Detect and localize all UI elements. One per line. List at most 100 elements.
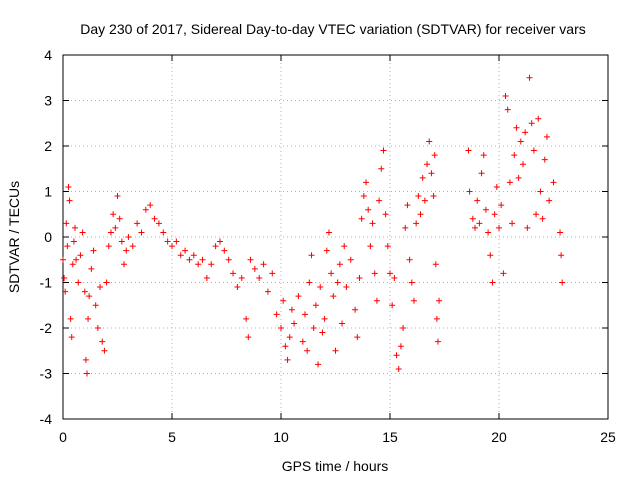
data-point [177, 252, 184, 259]
data-point [129, 243, 136, 250]
y-axis-label: SDTVAR / TECUs [6, 181, 22, 293]
data-point [301, 311, 308, 318]
data-point [415, 193, 422, 200]
data-point [371, 270, 378, 277]
data-point [69, 261, 76, 268]
data-point [155, 220, 162, 227]
data-point [182, 247, 189, 254]
data-point [524, 224, 531, 231]
data-point [247, 256, 254, 263]
x-tick-label: 20 [491, 429, 507, 445]
x-tick-label: 5 [168, 429, 176, 445]
data-point [535, 115, 542, 122]
data-point [404, 202, 411, 209]
data-point [203, 274, 210, 281]
data-point [83, 370, 90, 377]
data-point [273, 311, 280, 318]
data-point [432, 261, 439, 268]
data-point [195, 261, 202, 268]
data-point [112, 224, 119, 231]
data-point [426, 138, 433, 145]
data-point [400, 325, 407, 331]
data-point [498, 202, 505, 209]
data-point [243, 315, 250, 322]
data-series [60, 74, 566, 377]
data-point [434, 338, 441, 345]
data-point [493, 183, 500, 190]
data-point [68, 334, 75, 341]
data-point [332, 347, 339, 354]
data-point [504, 106, 511, 113]
data-point [496, 224, 502, 231]
data-point [151, 215, 158, 222]
y-tick-label: -1 [40, 275, 53, 291]
data-point [99, 338, 106, 345]
data-point [509, 220, 516, 227]
data-point [67, 315, 74, 322]
data-point [517, 138, 524, 145]
data-point [304, 347, 311, 354]
data-point [299, 338, 306, 345]
data-point [533, 211, 540, 218]
data-point [278, 325, 284, 331]
data-point [541, 156, 548, 163]
data-point [306, 279, 313, 286]
data-point [230, 270, 237, 277]
data-point [321, 315, 328, 322]
x-axis-label: GPS time / hours [282, 458, 389, 474]
data-point [238, 274, 245, 281]
x-tick-label: 25 [600, 429, 616, 445]
data-point [66, 197, 73, 204]
data-point [199, 256, 206, 263]
data-point [260, 261, 267, 268]
y-tick-label: 0 [44, 229, 52, 245]
gridlines [62, 54, 609, 420]
data-point [391, 274, 398, 281]
data-point [341, 243, 348, 250]
data-point [138, 229, 145, 236]
data-point [97, 284, 104, 291]
data-point [356, 274, 363, 281]
data-point [82, 356, 89, 363]
data-point [71, 224, 78, 231]
data-point [288, 306, 295, 313]
data-point [251, 265, 258, 272]
data-point [81, 288, 88, 295]
data-point [428, 170, 435, 177]
data-point [105, 243, 112, 250]
data-point [472, 224, 479, 231]
data-point [402, 224, 409, 231]
data-point [212, 243, 219, 250]
tick-labels: 0 5 10 15 20 25 -4 -3 -2 -1 0 1 2 3 4 [40, 47, 616, 445]
data-point [465, 147, 472, 154]
data-point [280, 297, 287, 304]
data-point [101, 347, 108, 354]
data-point [502, 92, 509, 99]
data-point [269, 270, 276, 277]
data-point [539, 215, 546, 222]
data-point [63, 220, 70, 227]
data-point [389, 302, 396, 309]
data-point [491, 211, 498, 218]
data-point [384, 243, 391, 250]
data-point [360, 193, 367, 200]
data-point [431, 152, 438, 159]
data-point [245, 334, 252, 341]
data-point [121, 261, 128, 268]
data-point [367, 243, 374, 250]
data-point [546, 197, 553, 204]
data-point [295, 293, 302, 300]
data-point [286, 334, 293, 341]
data-point [413, 220, 420, 227]
data-point [469, 215, 476, 222]
data-point [284, 356, 291, 363]
data-point [90, 247, 97, 254]
data-point [537, 188, 544, 195]
data-point [376, 197, 383, 204]
data-point [60, 256, 66, 263]
data-point [336, 261, 343, 268]
data-point [282, 343, 289, 350]
data-point [474, 197, 481, 204]
data-point [92, 302, 99, 309]
data-point [559, 279, 566, 286]
